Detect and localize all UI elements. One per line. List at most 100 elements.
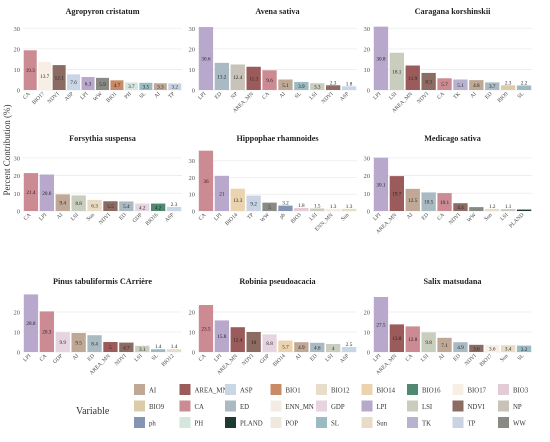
legend-item-ph: PH <box>179 417 203 428</box>
legend-label: BIO3 <box>513 388 529 395</box>
x-tick-label: LSI <box>70 212 80 222</box>
data-label: 7.1 <box>441 343 448 349</box>
data-label: 8.8 <box>266 341 273 347</box>
bar-ndvi <box>52 65 66 90</box>
legend-item-bio14: BIO14 <box>361 384 396 395</box>
x-tick-label: CA <box>436 91 446 101</box>
data-label: 2.3 <box>505 80 512 86</box>
legend-label: BIO16 <box>422 388 441 395</box>
data-label: 18.1 <box>392 69 401 75</box>
panel-title: Robinia pseudoacacia <box>239 277 315 286</box>
legend-label: ph <box>149 421 156 428</box>
bar-lpi <box>214 320 230 352</box>
data-label: 21.4 <box>26 190 35 196</box>
x-tick-label: GDP <box>259 353 271 365</box>
data-label: 4.2 <box>155 205 162 211</box>
data-label: 10.5 <box>424 200 433 206</box>
panel-avena-sativa: Avena sativa 0 10 20 30 30.6 LPI 13.2 ED 12.4 NP 11… <box>189 7 357 114</box>
x-tick-label: TK <box>452 91 461 100</box>
data-label: 3.5 <box>143 84 150 90</box>
x-tick-label: CA <box>22 91 32 101</box>
y-tick-label: 0 <box>192 350 195 357</box>
legend-item-ed: ED <box>225 400 249 412</box>
bar-area-mn <box>103 342 118 352</box>
legend-swatch <box>225 400 236 412</box>
bar-ai <box>278 79 293 90</box>
x-tick-label: AI <box>153 91 161 99</box>
x-tick-label: AI <box>279 91 287 99</box>
data-label: 4.4 <box>457 205 464 211</box>
bar-lsi <box>71 195 86 211</box>
legend-item-enn-mn: ENN_MN <box>270 400 314 412</box>
data-label: 4.6 <box>314 345 321 351</box>
x-tick-label: TP <box>246 212 255 221</box>
data-label: 30.6 <box>201 57 210 63</box>
x-tick-label: ASP <box>339 353 350 364</box>
bar-ai <box>71 333 86 352</box>
data-label: 5.7 <box>441 82 448 88</box>
legend-title: Variable <box>76 406 110 417</box>
data-label: 19.3 <box>26 68 35 74</box>
legend-swatch <box>498 384 509 395</box>
legend-swatch <box>225 384 236 395</box>
bar-area-mn <box>405 65 420 90</box>
bar-lsi <box>310 83 325 90</box>
bar-ed <box>485 82 500 90</box>
x-tick-label: Sun <box>499 353 509 363</box>
data-label: 4.9 <box>457 345 464 351</box>
x-tick-label: CA <box>405 353 415 363</box>
data-label: 3.9 <box>298 84 305 90</box>
data-label: 21 <box>219 191 225 197</box>
data-label: 8.3 <box>425 79 432 85</box>
legend-swatch <box>270 384 282 395</box>
data-label: 13.7 <box>40 74 49 80</box>
panel-salix-matsudana: Salix matsudana0102027.5LPI13.8AREA_MN12… <box>364 277 532 376</box>
legend-label: CA <box>195 404 205 411</box>
x-tick-label: LPI <box>213 353 223 363</box>
x-tick-label: SL <box>517 353 526 362</box>
data-label: 2.2 <box>521 80 528 86</box>
x-tick-label: LPI <box>372 212 382 222</box>
data-label: 3.2 <box>521 347 528 353</box>
bar-ndvi <box>103 201 118 211</box>
bar-ca <box>405 326 420 352</box>
y-tick-label: 0 <box>192 88 195 95</box>
legend-swatch <box>270 417 282 428</box>
y-tick-label: 0 <box>367 350 370 357</box>
data-label: 13.3 <box>233 198 242 204</box>
x-tick-label: ASP <box>64 91 75 102</box>
y-tick-label: 10 <box>189 330 196 337</box>
data-label: 5.5 <box>107 204 114 210</box>
y-tick-label: 20 <box>189 310 196 317</box>
data-label: 30.8 <box>376 56 385 62</box>
legend-label: WW <box>513 421 526 428</box>
legend-item-lpi: LPI <box>361 400 387 412</box>
panel-title: Pinus tabuliformis CArrière <box>53 277 152 286</box>
legend-item-ndvi: NDVI <box>452 400 485 412</box>
bar-sl <box>516 345 532 352</box>
legend-swatch <box>361 417 373 428</box>
data-label: 30.1 <box>376 182 385 188</box>
x-tick-label: AI <box>406 212 414 220</box>
bar-gdp <box>135 203 150 211</box>
bar-ai <box>437 337 452 352</box>
data-label: 3.6 <box>473 346 480 352</box>
data-label: 1.4 <box>155 344 162 350</box>
bar-lpi <box>373 297 389 352</box>
bar-lsi <box>389 52 405 90</box>
legend-label: TK <box>422 421 431 428</box>
bar-bio17 <box>485 344 500 352</box>
bar-sun <box>341 208 357 211</box>
x-tick-label: ED <box>484 91 493 100</box>
x-tick-label: NDVI <box>114 353 128 367</box>
y-tick-label: 10 <box>14 330 21 337</box>
x-tick-label: AI <box>469 91 477 99</box>
legend-swatch <box>316 400 327 412</box>
y-tick-label: 0 <box>17 88 20 95</box>
legend-label: BIO17 <box>468 388 487 395</box>
x-tick-label: BIO3 <box>290 212 303 225</box>
bar-ed <box>310 342 325 352</box>
data-label: 3.1 <box>139 347 146 353</box>
x-tick-label: SL <box>138 91 147 100</box>
data-label: 1.8 <box>298 203 305 209</box>
